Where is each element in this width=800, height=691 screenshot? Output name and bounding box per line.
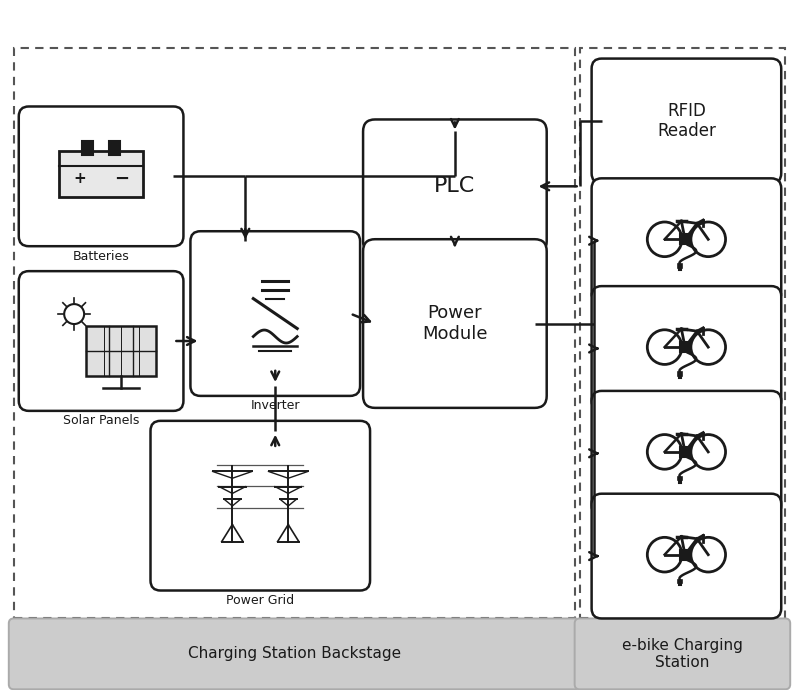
Bar: [678, 265, 682, 268]
FancyBboxPatch shape: [592, 493, 782, 618]
Bar: [82, 141, 93, 155]
FancyBboxPatch shape: [59, 151, 143, 198]
Bar: [678, 580, 682, 583]
Bar: [86, 326, 156, 376]
FancyBboxPatch shape: [592, 59, 782, 183]
Bar: [680, 342, 690, 352]
FancyBboxPatch shape: [150, 421, 370, 591]
Text: Solar Panels: Solar Panels: [63, 415, 139, 427]
FancyBboxPatch shape: [18, 271, 183, 411]
Text: Power
Module: Power Module: [422, 304, 488, 343]
FancyBboxPatch shape: [363, 239, 546, 408]
FancyBboxPatch shape: [592, 178, 782, 303]
Bar: [680, 234, 690, 245]
Text: −: −: [114, 170, 130, 188]
Text: RFID
Reader: RFID Reader: [657, 102, 716, 140]
Text: Power Grid: Power Grid: [226, 594, 294, 607]
FancyBboxPatch shape: [592, 391, 782, 515]
FancyBboxPatch shape: [190, 231, 360, 396]
Text: +: +: [74, 171, 86, 187]
FancyBboxPatch shape: [18, 106, 183, 246]
Bar: [110, 141, 121, 155]
FancyBboxPatch shape: [574, 618, 790, 690]
Text: Charging Station Backstage: Charging Station Backstage: [188, 646, 401, 661]
Text: PLC: PLC: [434, 176, 475, 196]
FancyBboxPatch shape: [363, 120, 546, 253]
Bar: [678, 477, 682, 480]
Bar: [678, 372, 682, 376]
Text: Inverter: Inverter: [250, 399, 300, 413]
Bar: [680, 447, 690, 457]
FancyBboxPatch shape: [592, 286, 782, 411]
Text: e-bike Charging
Station: e-bike Charging Station: [622, 638, 743, 670]
Bar: [680, 549, 690, 560]
Text: Batteries: Batteries: [73, 249, 130, 263]
FancyBboxPatch shape: [9, 618, 580, 690]
